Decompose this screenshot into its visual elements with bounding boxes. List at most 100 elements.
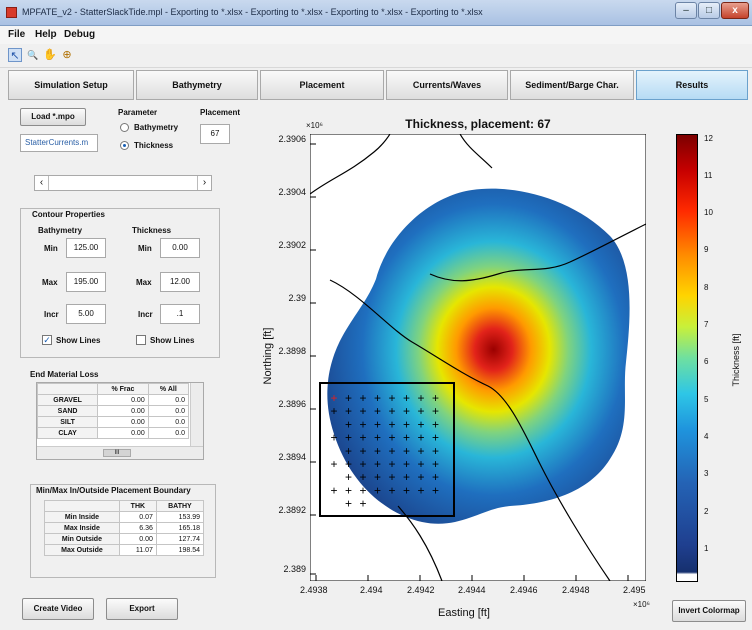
placement-marker: + <box>417 444 424 458</box>
thk-min-field[interactable]: 0.00 <box>160 238 200 258</box>
thickness-plot[interactable]: + + + + + + + ++ + + + + + + ++ + + + + + ++ + + + + + + ++ + + + + + ++ +… <box>310 134 646 581</box>
boundary-title: Min/Max In/Outside Placement Boundary <box>36 486 191 495</box>
export-button[interactable]: Export <box>106 598 178 620</box>
col-header <box>44 500 120 512</box>
placement-marker: + <box>403 391 410 405</box>
placement-field[interactable]: 67 <box>200 124 230 144</box>
thk-min-label: Min <box>138 244 152 253</box>
menu-file[interactable]: File <box>8 29 26 40</box>
minimize-button[interactable]: – <box>675 2 697 19</box>
horizontal-scrollbar[interactable]: III <box>37 446 203 459</box>
radio-thickness[interactable] <box>120 141 129 150</box>
colorbar-tick: 10 <box>704 208 713 217</box>
boundary-panel <box>30 484 216 578</box>
placement-marker: + <box>432 417 439 431</box>
y-axis-label: Northing [ft] <box>262 327 274 385</box>
table-row: Max Inside 6.36 165.18 <box>44 522 205 534</box>
y-tick-label: 2.39 <box>288 293 306 303</box>
tab-results[interactable]: Results <box>636 70 748 100</box>
placement-marker: + <box>388 470 395 484</box>
placement-marker: + <box>374 391 381 405</box>
x-tick-label: 2.4946 <box>510 585 538 595</box>
placement-marker: + <box>359 483 366 497</box>
tab-bathymetry[interactable]: Bathymetry <box>136 70 258 100</box>
thk-max-field[interactable]: 12.00 <box>160 272 200 292</box>
slider-right-arrow[interactable]: › <box>197 176 211 190</box>
close-button[interactable]: x <box>721 2 749 19</box>
x-tick-label: 2.4942 <box>407 585 435 595</box>
pan-icon[interactable]: ✋ <box>43 49 57 61</box>
thk-show-lines-checkbox[interactable] <box>136 335 146 345</box>
bathy-incr-field[interactable]: 5.00 <box>66 304 106 324</box>
file-name-field[interactable]: StatterCurrents.m <box>20 134 98 152</box>
tab-currents-waves[interactable]: Currents/Waves <box>386 70 508 100</box>
placement-marker: + <box>345 404 352 418</box>
arrow-icon[interactable]: ↖ <box>8 48 22 62</box>
x-tick-label: 2.495 <box>623 585 646 595</box>
tab-placement[interactable]: Placement <box>260 70 384 100</box>
x-tick-marks <box>315 575 629 581</box>
end-material-loss-title: End Material Loss <box>30 370 99 379</box>
colorbar <box>676 134 698 582</box>
shoreline <box>329 279 611 581</box>
placement-marker: + <box>403 444 410 458</box>
placement-marker: + <box>403 431 410 445</box>
bathy-show-lines-checkbox[interactable]: ✓ <box>42 335 52 345</box>
y-tick-label: 2.389 <box>283 564 306 574</box>
placement-marker: + <box>388 483 395 497</box>
menu-debug[interactable]: Debug <box>64 29 96 40</box>
slider-left-arrow[interactable]: ‹ <box>35 176 49 190</box>
tab-simulation-setup[interactable]: Simulation Setup <box>8 70 134 100</box>
bathy-incr-label: Incr <box>44 310 59 319</box>
colorbar-tick: 4 <box>704 432 709 441</box>
col-header: % Frac <box>97 383 149 395</box>
thk-max-label: Max <box>136 278 152 287</box>
colorbar-tick: 6 <box>704 357 709 366</box>
window-title: MPFATE_v2 - StatterSlackTide.mpl - Expor… <box>22 7 483 17</box>
placement-marker: + <box>330 391 337 405</box>
radio-bathymetry[interactable] <box>120 123 129 132</box>
tab-sediment-barge[interactable]: Sediment/Barge Char. <box>510 70 634 100</box>
vertical-scrollbar[interactable] <box>190 383 203 447</box>
colorbar-tick: 7 <box>704 320 709 329</box>
radio-thickness-label: Thickness <box>134 141 174 150</box>
colorbar-label: Thickness [ft] <box>731 333 741 387</box>
bathy-max-field[interactable]: 195.00 <box>66 272 106 292</box>
end-material-loss-table[interactable]: % Frac % All GRAVEL 0.00 0.0 SAND 0.00 0.0 S… <box>36 382 204 460</box>
bathymetry-group-title: Bathymetry <box>38 226 83 235</box>
col-header: THK <box>118 500 157 512</box>
bathy-min-field[interactable]: 125.00 <box>66 238 106 258</box>
colorbar-tick: 2 <box>704 507 709 516</box>
table-row: Min Outside 0.00 127.74 <box>44 533 205 545</box>
placement-marker: + <box>432 391 439 405</box>
colorbar-tick: 1 <box>704 544 709 553</box>
maximize-button[interactable]: □ <box>698 2 720 19</box>
table-row: SILT 0.00 0.0 <box>37 416 190 428</box>
shoreline <box>459 134 493 169</box>
colorbar-tick: 12 <box>704 134 713 143</box>
table-row: GRAVEL 0.00 0.0 <box>37 394 190 406</box>
menu-help[interactable]: Help <box>35 29 57 40</box>
placement-marker: + <box>359 444 366 458</box>
placement-marker: + <box>432 404 439 418</box>
col-header: % All <box>147 383 190 395</box>
create-video-button[interactable]: Create Video <box>22 598 94 620</box>
placement-marker: + <box>374 404 381 418</box>
placement-marker: + <box>345 457 352 471</box>
table-row: CLAY 0.00 0.0 <box>37 427 190 439</box>
load-mpo-button[interactable]: Load *.mpo <box>20 108 86 126</box>
thickness-contour <box>327 188 630 524</box>
datacursor-icon[interactable]: ⊕ <box>62 49 72 61</box>
scroll-thumb[interactable]: III <box>103 449 131 457</box>
shoreline <box>429 223 646 282</box>
invert-colormap-button[interactable]: Invert Colormap <box>672 600 746 622</box>
x-tick-label: 2.4944 <box>458 585 486 595</box>
col-header: BATHY <box>155 500 205 512</box>
zoom-icon[interactable]: 🔍 <box>27 50 39 60</box>
placement-marker: + <box>388 404 395 418</box>
thk-incr-field[interactable]: .1 <box>160 304 200 324</box>
placement-slider[interactable]: ‹ › <box>34 175 212 191</box>
placement-marker: + <box>388 444 395 458</box>
placement-marker: + <box>374 483 381 497</box>
x-axis-label: Easting [ft] <box>438 607 490 619</box>
